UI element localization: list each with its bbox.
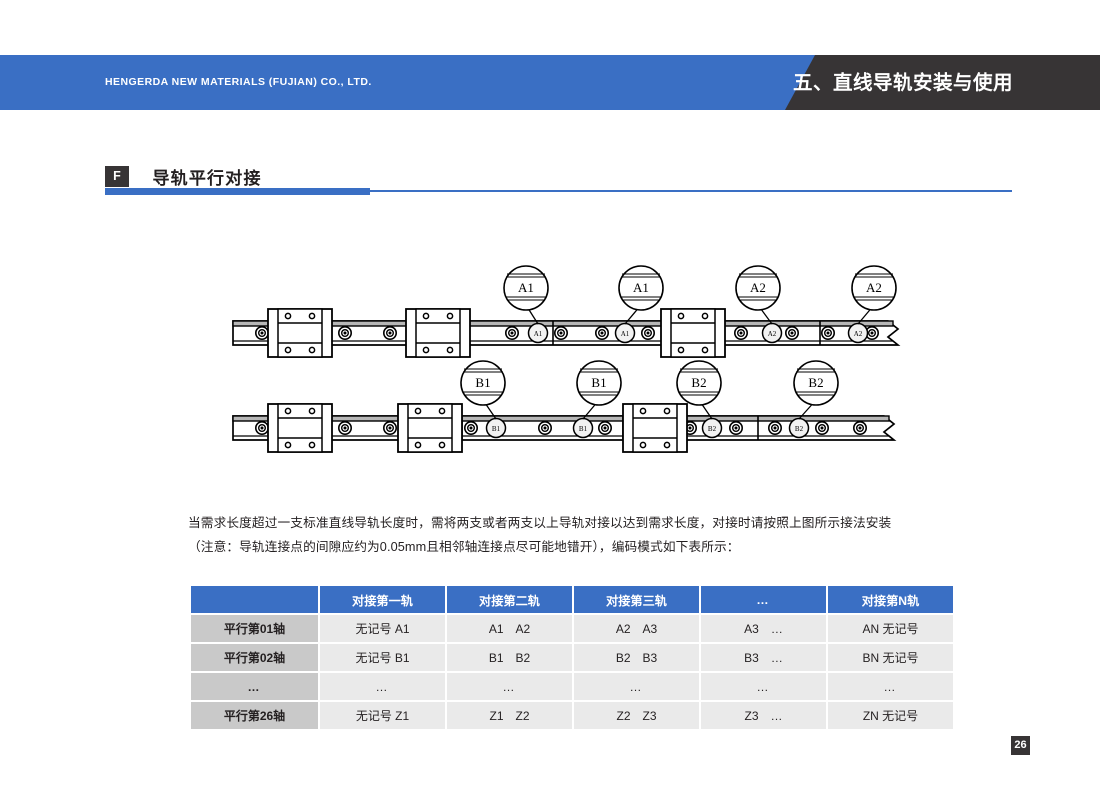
table-cell: B1 B2 [447, 644, 572, 671]
table-header-1: 对接第一轨 [320, 586, 445, 613]
lower-carriage-1 [267, 403, 333, 453]
lower-joint-label-3: B2 [708, 425, 717, 433]
table-cell: Z2 Z3 [574, 702, 699, 729]
lower-callout-3: B2 [676, 360, 722, 420]
page-header: HENGERDA NEW MATERIALS (FUJIAN) CO., LTD… [0, 55, 1100, 110]
table-cell: Z3 … [701, 702, 826, 729]
subsection-label: 导轨平行对接 [152, 169, 262, 188]
table-cell: B2 B3 [574, 644, 699, 671]
lower-carriage-2 [397, 403, 463, 453]
table-cell: … [701, 673, 826, 700]
table-cell: A3 … [701, 615, 826, 642]
title-rule-thin [370, 190, 1012, 192]
coding-table: 对接第一轨 对接第二轨 对接第三轨 … 对接第N轨 平行第01轴 无记号 A1 … [189, 584, 953, 731]
lower-joint-label-4: B2 [795, 425, 804, 433]
table-header-blank [191, 586, 318, 613]
table-header-2: 对接第二轨 [447, 586, 572, 613]
lower-callout-2: B1 [576, 360, 622, 420]
table-row: 平行第01轴 无记号 A1 A1 A2 A2 A3 A3 … AN 无记号 [191, 615, 953, 642]
upper-joint-label-2: A1 [621, 330, 630, 338]
table-cell: … [828, 673, 953, 700]
upper-carriage-2 [405, 308, 471, 358]
upper-joint-label-4: A2 [854, 330, 863, 338]
row-label: 平行第26轴 [191, 702, 318, 729]
subsection-badge: F [105, 166, 129, 187]
table-row: 平行第02轴 无记号 B1 B1 B2 B2 B3 B3 … BN 无记号 [191, 644, 953, 671]
lower-rail-group: B1 B1 B2 B2 B1 B1 [232, 360, 897, 453]
svg-text:A1: A1 [518, 280, 534, 295]
upper-rail-group: A1 A1 A2 A2 A1 A1 [232, 265, 901, 358]
lower-callout-4: B2 [793, 360, 839, 420]
upper-callout-2: A1 [618, 265, 664, 325]
table-cell: 无记号 B1 [320, 644, 445, 671]
upper-callout-4: A2 [851, 265, 897, 325]
upper-callout-1: A1 [503, 265, 549, 325]
table-row: 平行第26轴 无记号 Z1 Z1 Z2 Z2 Z3 Z3 … ZN 无记号 [191, 702, 953, 729]
table-cell: BN 无记号 [828, 644, 953, 671]
table-row: … … … … … … [191, 673, 953, 700]
body-paragraph: 当需求长度超过一支标准直线导轨长度时，需将两支或者两支以上导轨对接以达到需求长度… [188, 511, 958, 559]
table-cell: AN 无记号 [828, 615, 953, 642]
svg-text:B2: B2 [691, 375, 706, 390]
table-cell: A1 A2 [447, 615, 572, 642]
upper-callout-3: A2 [735, 265, 781, 325]
upper-carriage-1 [267, 308, 333, 358]
table-cell: 无记号 A1 [320, 615, 445, 642]
table-cell: B3 … [701, 644, 826, 671]
lower-joint-label-2: B1 [579, 425, 588, 433]
table-cell: … [447, 673, 572, 700]
rail-assembly-diagram: A1 A1 A2 A2 A1 A1 [0, 255, 1100, 470]
header-blue-band [0, 55, 815, 110]
body-line-2: （注意：导轨连接点的间隙应约为0.05mm且相邻轴连接点尽可能地错开），编码模式… [188, 540, 740, 554]
table-header-4: … [701, 586, 826, 613]
table-cell: 无记号 Z1 [320, 702, 445, 729]
table-cell: … [320, 673, 445, 700]
upper-joint-label-1: A1 [534, 330, 543, 338]
company-name: HENGERDA NEW MATERIALS (FUJIAN) CO., LTD… [105, 76, 372, 88]
body-line-1: 当需求长度超过一支标准直线导轨长度时，需将两支或者两支以上导轨对接以达到需求长度… [188, 516, 892, 530]
lower-callout-1: B1 [460, 360, 506, 420]
table-header-5: 对接第N轨 [828, 586, 953, 613]
svg-text:A1: A1 [633, 280, 649, 295]
upper-joint-label-3: A2 [768, 330, 777, 338]
page-number: 26 [1011, 736, 1030, 755]
table-cell: Z1 Z2 [447, 702, 572, 729]
svg-text:B1: B1 [591, 375, 606, 390]
row-label: 平行第01轴 [191, 615, 318, 642]
table-cell: … [574, 673, 699, 700]
section-heading: 五、直线导轨安装与使用 [792, 72, 1013, 94]
svg-text:B1: B1 [475, 375, 490, 390]
svg-text:B2: B2 [808, 375, 823, 390]
table-header-row: 对接第一轨 对接第二轨 对接第三轨 … 对接第N轨 [191, 586, 953, 613]
svg-text:A2: A2 [866, 280, 882, 295]
table-cell: A2 A3 [574, 615, 699, 642]
svg-text:A2: A2 [750, 280, 766, 295]
lower-joint-label-1: B1 [492, 425, 501, 433]
subsection-title: F 导轨平行对接 [105, 164, 262, 190]
upper-carriage-3 [660, 308, 726, 358]
table-header-3: 对接第三轨 [574, 586, 699, 613]
table-cell: ZN 无记号 [828, 702, 953, 729]
row-label: … [191, 673, 318, 700]
title-rule-thick [105, 188, 370, 195]
lower-carriage-3 [622, 403, 688, 453]
row-label: 平行第02轴 [191, 644, 318, 671]
